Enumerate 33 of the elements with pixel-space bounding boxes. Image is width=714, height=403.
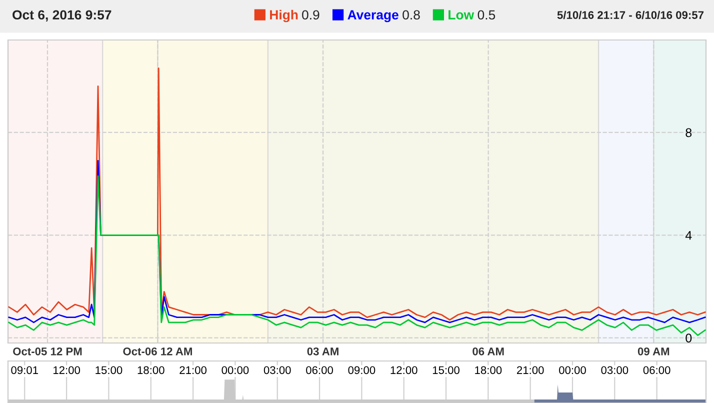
- x-tick-label: 00:00: [559, 366, 586, 374]
- y-tick-label: 0: [686, 334, 692, 343]
- text: 0.9: [302, 10, 320, 20]
- x-tick-label: 15:00: [96, 366, 122, 374]
- x-tick-label: 12:00: [390, 366, 418, 374]
- chart-subtitle: 5/10/16 21:17 - 6/10/16 09:57: [557, 10, 704, 20]
- x-tick-label: 03:00: [264, 366, 291, 374]
- x-tick-label: Oct-05 12 PM: [13, 347, 82, 356]
- x-tick-label: 18:00: [138, 366, 164, 374]
- x-tick-label: 09:01: [11, 366, 38, 374]
- chart-title: Oct 6, 2016 9:57: [12, 10, 112, 22]
- x-tick-label: 06:00: [306, 366, 333, 374]
- line-series: [8, 68, 706, 321]
- x-tick-label: 03:00: [601, 366, 628, 374]
- x-tick-label: 06 AM: [472, 347, 504, 356]
- text: 0.5: [478, 10, 496, 20]
- x-tick-label: 00:00: [222, 366, 249, 374]
- legend-label: Average: [348, 10, 398, 22]
- x-tick-label: 03 AM: [307, 347, 338, 356]
- text: 0.8: [402, 10, 420, 20]
- legend-label: High: [270, 10, 298, 22]
- x-tick-label: 21:00: [180, 366, 207, 374]
- x-tick-label: 12:00: [54, 366, 80, 374]
- x-tick-label: Oct-06 12 AM: [123, 347, 192, 356]
- legend-label: Low: [448, 10, 474, 20]
- y-tick-label: 8: [686, 128, 692, 138]
- x-tick-label: 09 AM: [638, 347, 670, 356]
- x-tick-label: 15:00: [432, 366, 460, 374]
- x-tick-label: 18:00: [475, 366, 502, 374]
- y-tick-label: 4: [685, 231, 692, 240]
- x-tick-label: 21:00: [516, 366, 544, 374]
- x-tick-label: 06:00: [643, 366, 670, 374]
- x-tick-label: 09:00: [348, 366, 376, 374]
